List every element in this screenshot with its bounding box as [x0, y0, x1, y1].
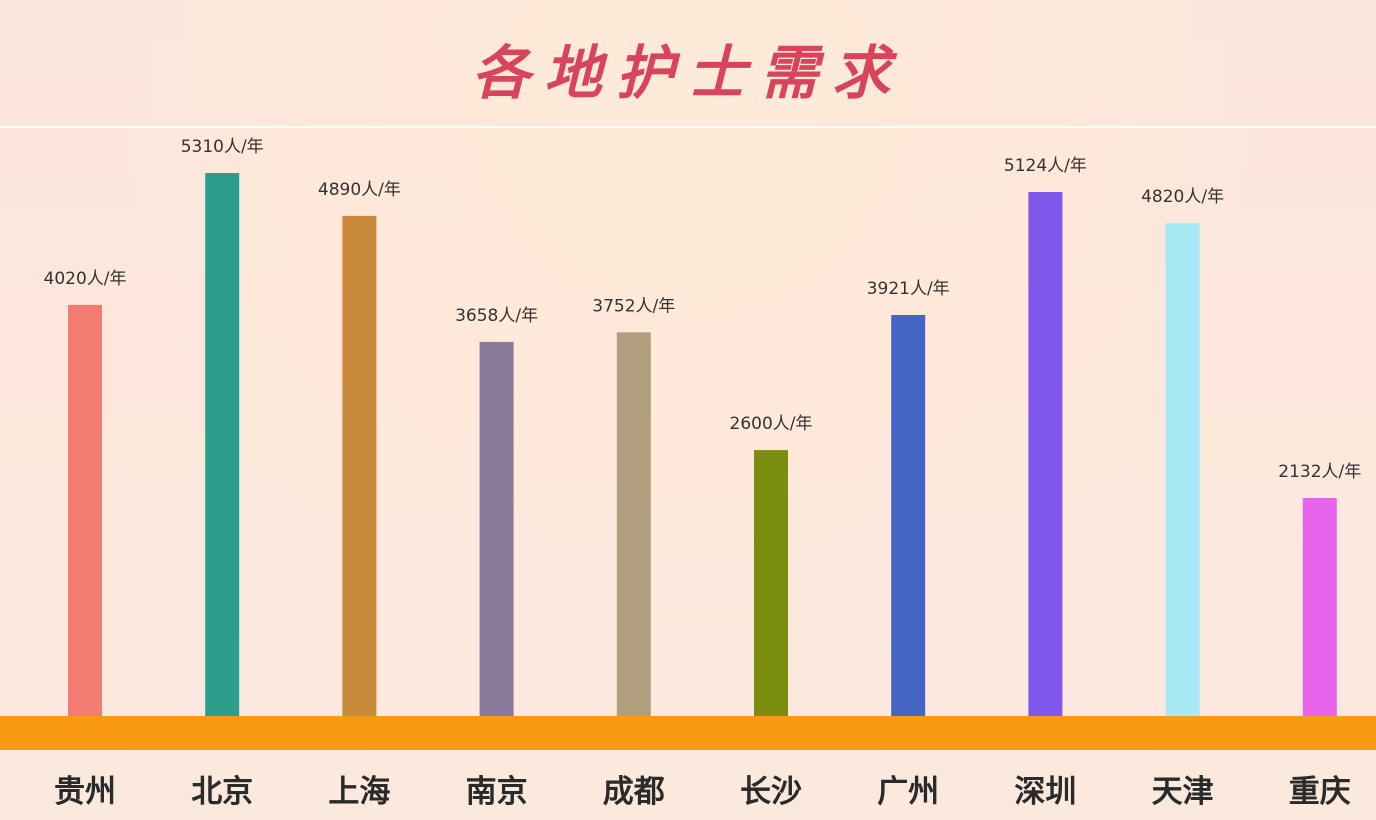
bar-7 [1028, 192, 1063, 716]
data-label-0: 4020人/年 [44, 269, 127, 289]
category-labels-group: 贵州 北京 上海 南京 成都 长沙 广州 深圳 天津 重庆 [54, 774, 1351, 810]
bar-1 [205, 173, 240, 716]
data-label-7: 5124人/年 [1004, 156, 1087, 176]
data-label-8: 4820人/年 [1141, 187, 1224, 207]
data-label-6: 3921人/年 [867, 279, 950, 299]
chart-title: 各地护士需求 [471, 39, 904, 107]
category-label-6: 广州 [877, 774, 939, 810]
category-label-4: 成都 [603, 774, 665, 810]
category-label-3: 南京 [466, 774, 528, 810]
data-label-3: 3658人/年 [455, 306, 538, 326]
bars-group [68, 173, 1337, 716]
data-labels-group: 4020人/年 5310人/年 4890人/年 3658人/年 3752人/年 2600人… [44, 137, 1362, 482]
data-label-4: 3752人/年 [592, 296, 675, 316]
bar-8 [1165, 223, 1200, 716]
category-label-5: 长沙 [740, 774, 802, 810]
category-label-9: 重庆 [1289, 774, 1351, 810]
bar-0 [68, 304, 102, 716]
category-label-0: 贵州 [54, 774, 116, 810]
bar-9 [1302, 498, 1337, 716]
bar-5 [754, 450, 788, 716]
baseline-band [0, 716, 1376, 750]
data-label-2: 4890人/年 [318, 180, 401, 200]
data-label-1: 5310人/年 [181, 137, 264, 157]
bar-4 [616, 332, 651, 716]
category-label-1: 北京 [191, 774, 253, 810]
data-label-9: 2132人/年 [1278, 462, 1361, 482]
bar-2 [342, 215, 377, 716]
title-divider [0, 126, 1376, 128]
bar-3 [479, 341, 514, 716]
category-label-7: 深圳 [1014, 774, 1076, 810]
category-label-8: 天津 [1152, 774, 1214, 810]
bar-6 [891, 315, 926, 716]
data-label-5: 2600人/年 [730, 414, 813, 434]
category-label-2: 上海 [328, 774, 390, 810]
